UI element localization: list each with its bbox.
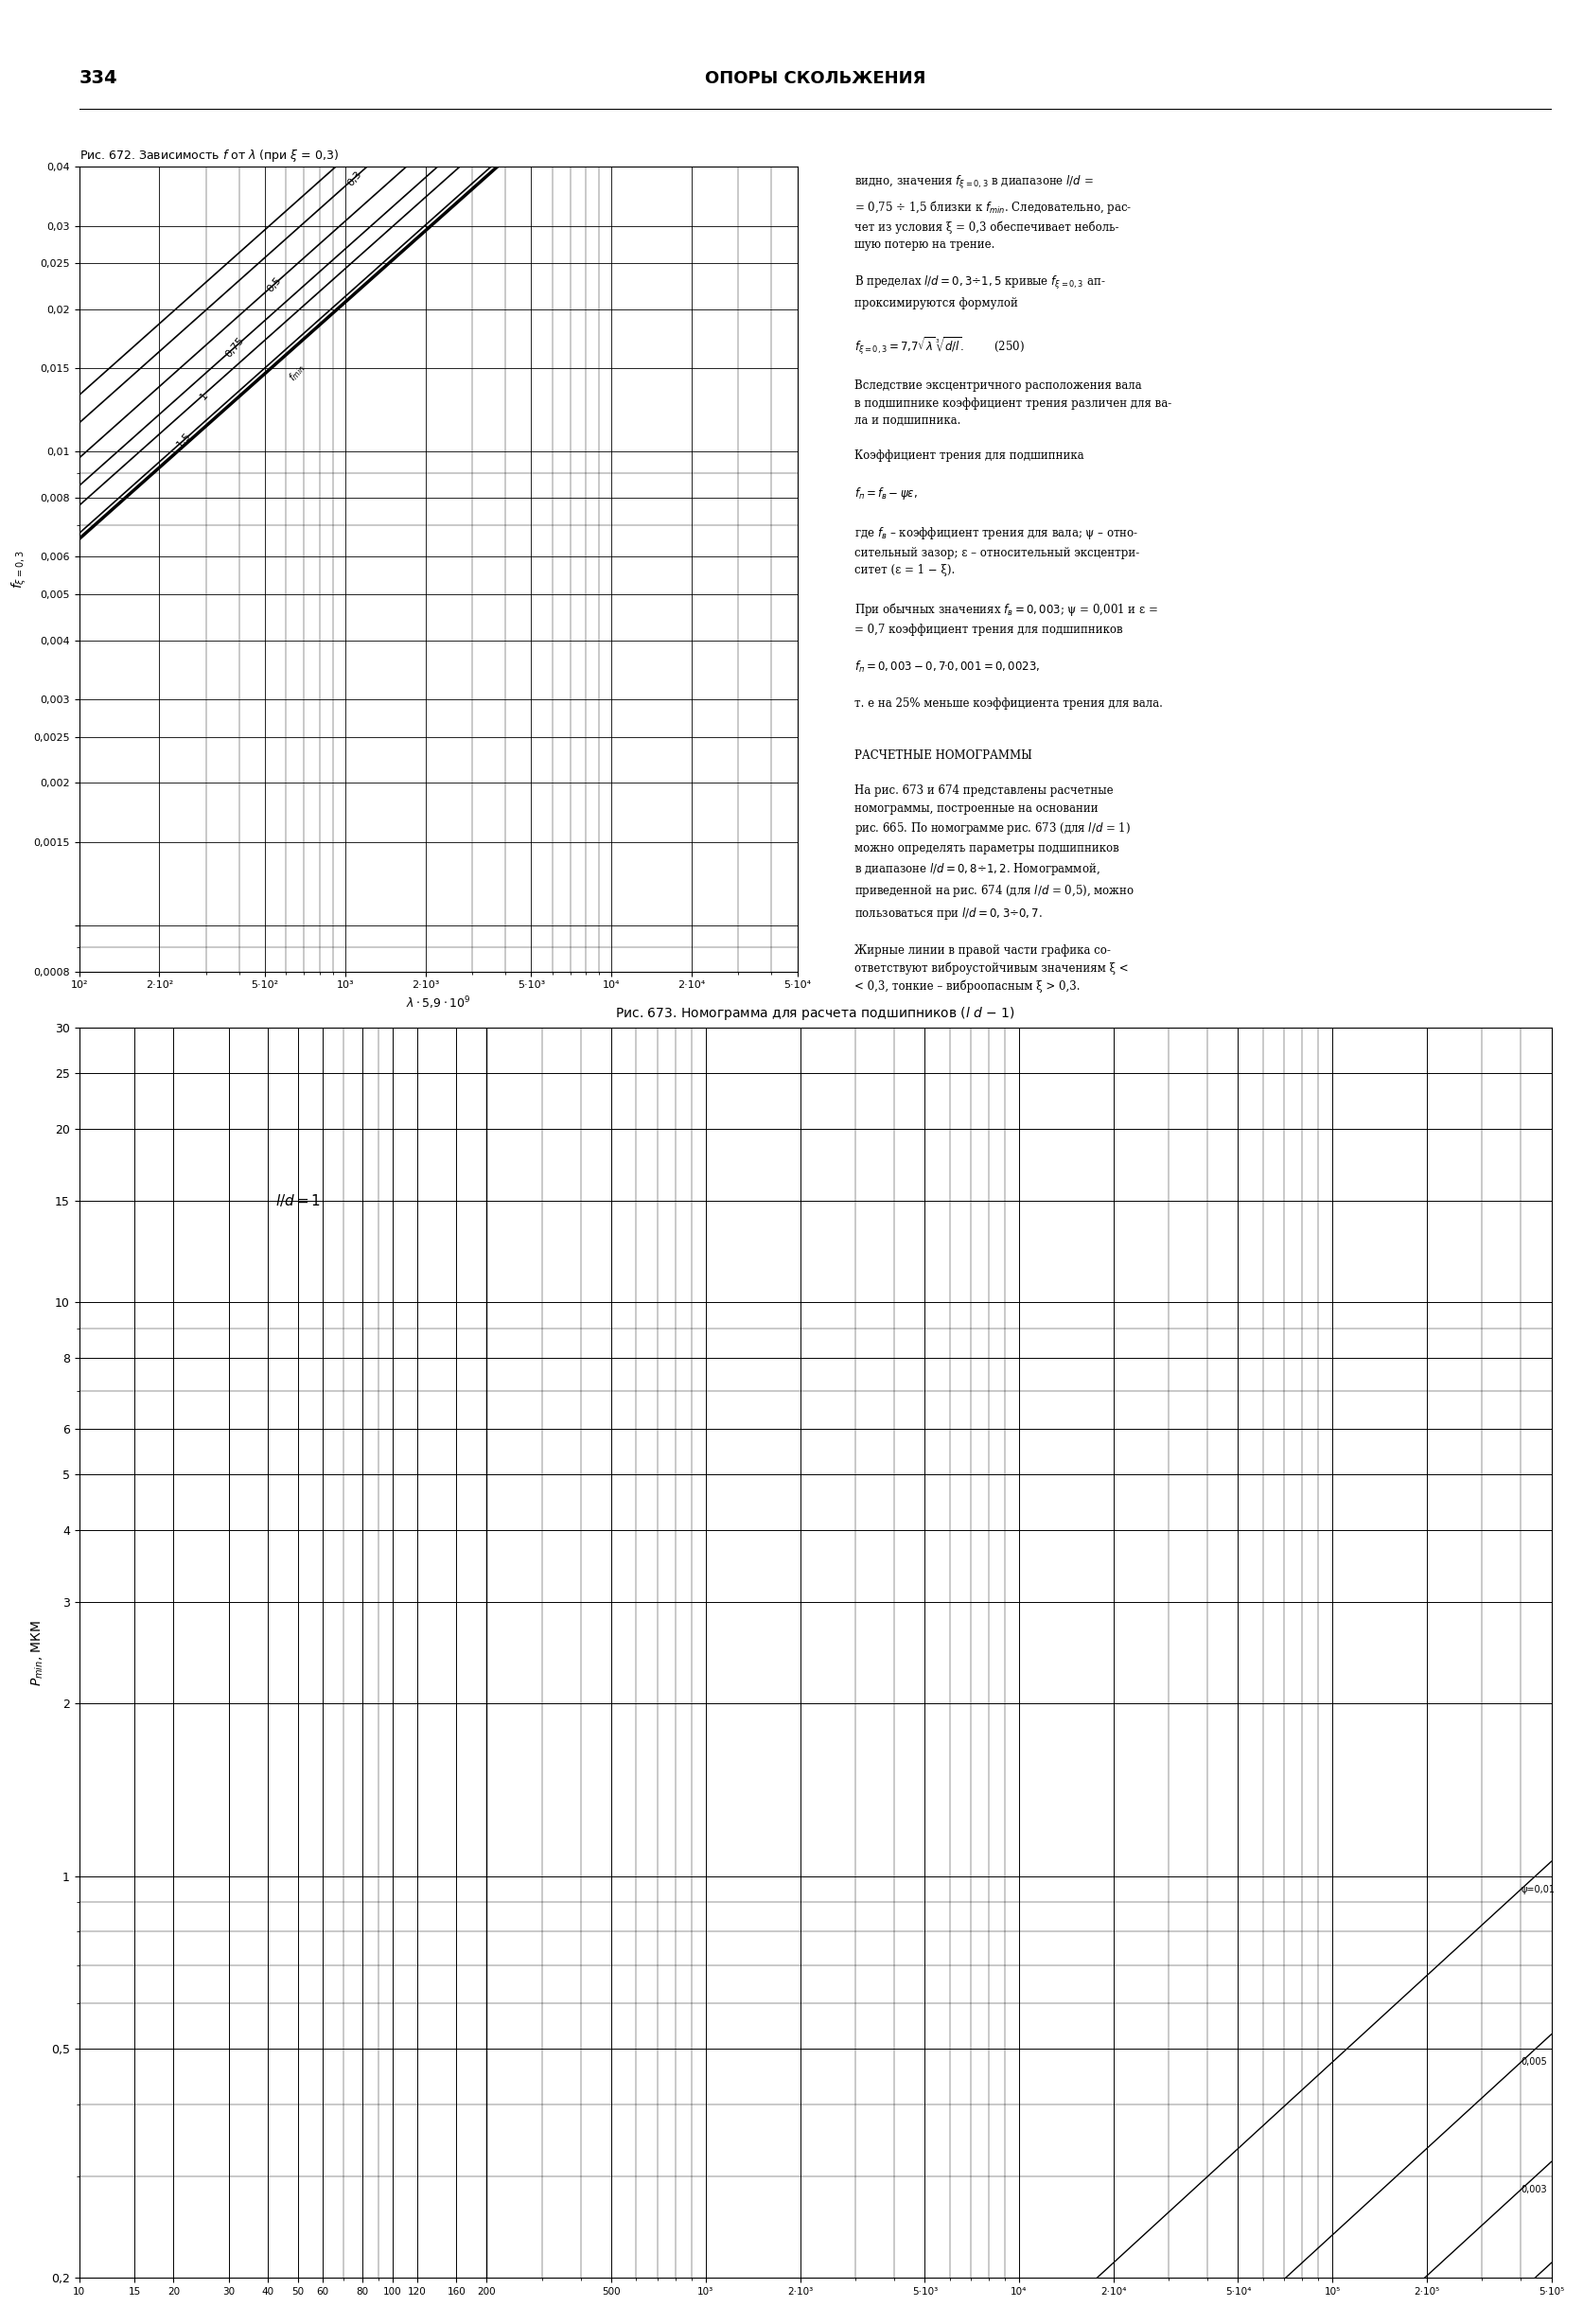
Text: $f_{min}$: $f_{min}$ — [287, 363, 309, 383]
Text: 0,005: 0,005 — [1521, 2057, 1547, 2066]
Text: $l/d = 1$: $l/d = 1$ — [275, 1192, 321, 1208]
Text: ОПОРЫ СКОЛЬЖЕНИЯ: ОПОРЫ СКОЛЬЖЕНИЯ — [704, 70, 926, 86]
Text: 334: 334 — [79, 70, 117, 88]
Title: Рис. 673. Номограмма для расчета подшипников ($l$ $d$ − 1): Рис. 673. Номограмма для расчета подшипн… — [616, 1004, 1015, 1023]
Text: 1: 1 — [198, 390, 209, 402]
Text: Рис. 672. Зависимость $f$ от $\lambda$ (при $\xi$ = 0,3): Рис. 672. Зависимость $f$ от $\lambda$ (… — [79, 146, 339, 163]
Text: видно, значения $f_{\xi=0,3}$ в диапазоне $l/d$ =
= 0,75 ÷ 1,5 близки к $f_{min}: видно, значения $f_{\xi=0,3}$ в диапазон… — [855, 174, 1171, 992]
Text: 0,003: 0,003 — [1521, 2185, 1547, 2194]
Text: ψ=0,01: ψ=0,01 — [1521, 1885, 1555, 1894]
Text: 0,3: 0,3 — [345, 170, 363, 188]
Text: 1,5: 1,5 — [176, 430, 193, 449]
X-axis label: $\lambda \cdot 5{,}9 \cdot 10^9$: $\lambda \cdot 5{,}9 \cdot 10^9$ — [405, 995, 470, 1011]
Text: 0,5: 0,5 — [264, 277, 283, 295]
Y-axis label: $f_{\xi=0,3}$: $f_{\xi=0,3}$ — [9, 551, 28, 588]
Y-axis label: $P_{min}$, МКМ: $P_{min}$, МКМ — [30, 1620, 46, 1685]
Text: 0,75: 0,75 — [223, 335, 245, 358]
